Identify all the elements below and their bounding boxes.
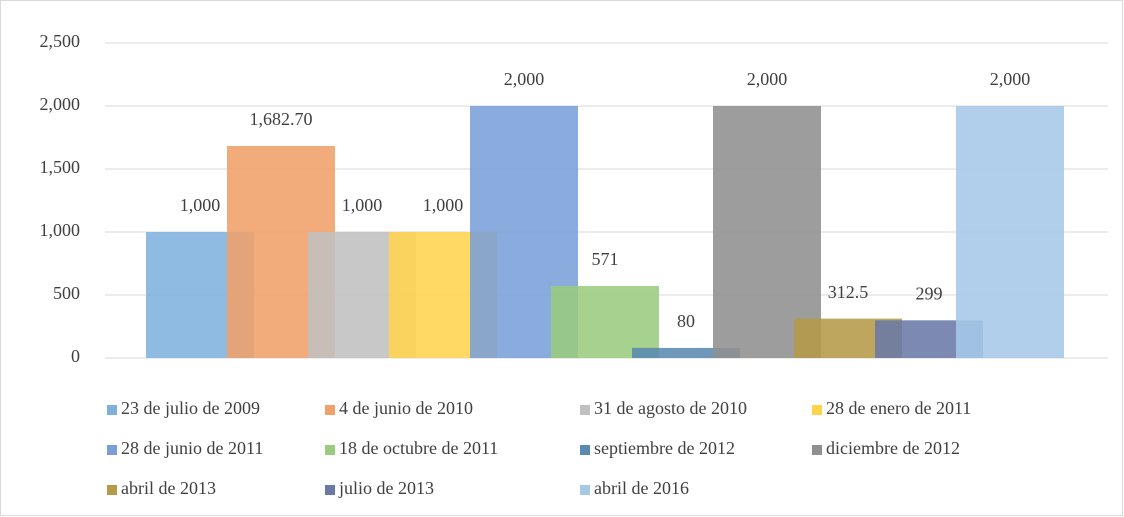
y-tick-label: 2,500 xyxy=(40,31,81,51)
legend-swatch xyxy=(107,405,117,415)
bar xyxy=(551,286,659,358)
legend-label: 23 de julio de 2009 xyxy=(121,398,260,418)
legend-label: julio de 2013 xyxy=(338,478,434,498)
y-tick-label: 1,500 xyxy=(40,157,81,177)
data-label: 1,682.70 xyxy=(250,109,313,129)
legend-label: 18 de octubre de 2011 xyxy=(339,438,498,458)
legend-swatch xyxy=(580,445,590,455)
data-label: 2,000 xyxy=(747,69,788,89)
legend-label: 4 de junio de 2010 xyxy=(339,398,473,418)
y-tick-label: 500 xyxy=(53,283,80,303)
legend-label: diciembre de 2012 xyxy=(826,438,960,458)
y-tick-label: 0 xyxy=(71,346,80,366)
legend-label: abril de 2013 xyxy=(121,478,216,498)
y-tick-label: 2,000 xyxy=(40,94,81,114)
bar xyxy=(632,347,740,358)
data-label: 1,000 xyxy=(180,195,221,215)
data-label: 571 xyxy=(592,249,619,269)
legend-label: 28 de junio de 2011 xyxy=(121,438,263,458)
bar xyxy=(956,106,1064,358)
legend-swatch xyxy=(580,405,590,415)
legend-swatch xyxy=(107,445,117,455)
legend-swatch xyxy=(580,485,590,495)
legend-label: 31 de agosto de 2010 xyxy=(594,398,747,418)
data-label: 299 xyxy=(916,283,943,303)
data-label: 312.5 xyxy=(828,282,869,302)
bar xyxy=(713,106,821,358)
data-label: 1,000 xyxy=(342,195,383,215)
data-label: 2,000 xyxy=(990,69,1031,89)
data-label: 1,000 xyxy=(423,195,464,215)
legend-swatch xyxy=(325,485,335,495)
legend-swatch xyxy=(325,445,335,455)
legend-swatch xyxy=(812,445,822,455)
y-tick-label: 1,000 xyxy=(40,220,81,240)
legend-swatch xyxy=(812,405,822,415)
legend-label: 28 de enero de 2011 xyxy=(826,398,971,418)
data-label: 80 xyxy=(677,311,695,331)
legend-label: abril de 2016 xyxy=(594,478,689,498)
data-label: 2,000 xyxy=(504,69,545,89)
legend-swatch xyxy=(325,405,335,415)
legend-swatch xyxy=(107,485,117,495)
legend-label: septiembre de 2012 xyxy=(594,438,735,458)
